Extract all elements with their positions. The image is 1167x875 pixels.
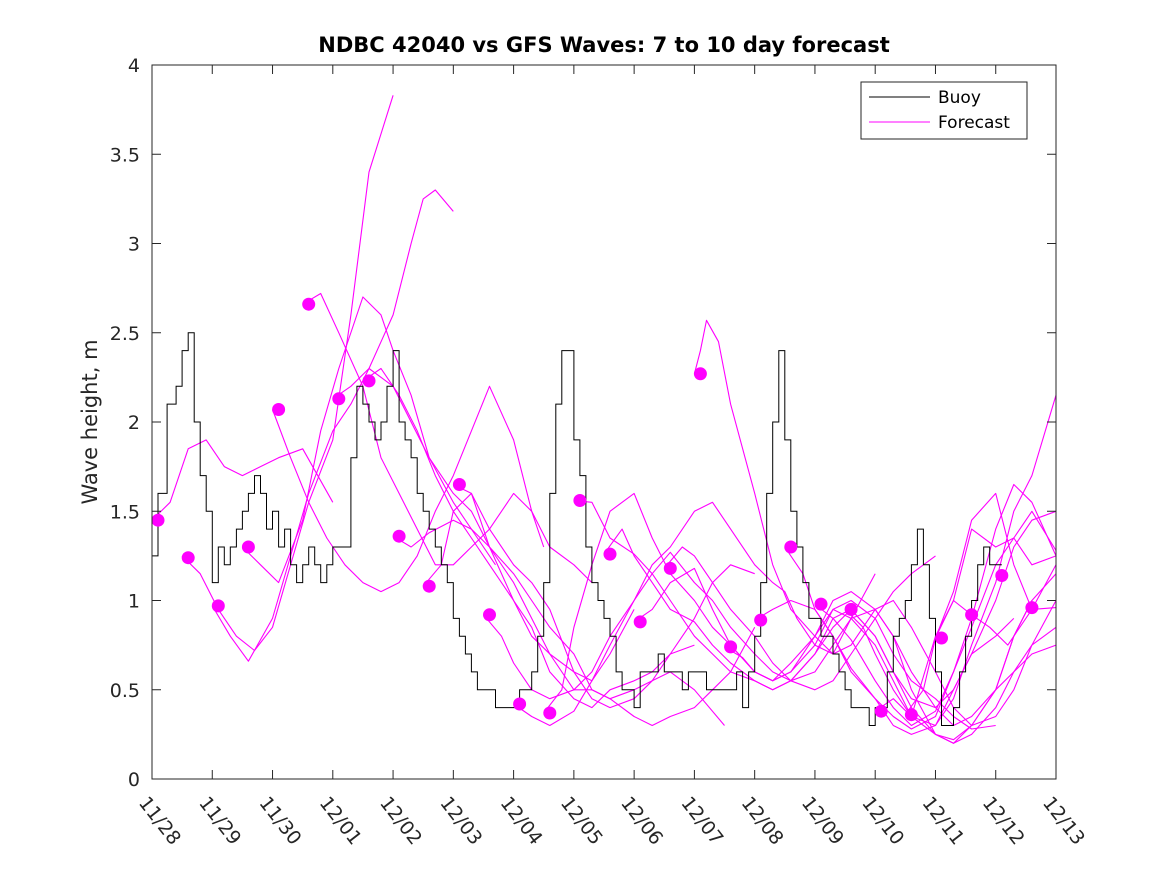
forecast-marker (724, 640, 738, 654)
y-tick-label: 0.5 (110, 680, 140, 702)
forecast-line-25 (874, 510, 1057, 718)
y-axis-label: Wave height, m (78, 339, 102, 504)
y-tick-label: 1.5 (110, 501, 140, 523)
forecast-marker (814, 597, 828, 611)
forecast-line-8 (362, 367, 695, 709)
forecast-marker (1025, 601, 1039, 615)
forecast-line-23 (814, 483, 1057, 727)
forecast-marker (874, 704, 888, 718)
forecast-marker (151, 513, 165, 527)
forecast-line-19 (693, 319, 1057, 727)
y-tick-label: 1 (128, 591, 140, 613)
forecast-marker (995, 569, 1009, 582)
plot-area (152, 65, 1056, 779)
forecast-marker (181, 551, 195, 565)
forecast-marker (422, 579, 436, 593)
y-tick-label: 4 (128, 55, 140, 77)
buoy-line (152, 332, 1002, 726)
forecast-marker (392, 529, 406, 543)
legend-forecast-label: Forecast (938, 113, 1010, 133)
forecast-line-13 (513, 551, 936, 727)
forecast-line-3 (211, 189, 454, 662)
forecast-line-18 (663, 546, 1057, 744)
forecast-marker (302, 297, 316, 311)
legend-box (860, 81, 1028, 140)
forecast-marker (693, 367, 707, 381)
chart-title: NDBC 42040 vs GFS Waves: 7 to 10 day for… (318, 33, 889, 57)
forecast-marker (211, 599, 225, 613)
forecast-marker (513, 697, 527, 711)
forecast-marker (965, 608, 979, 622)
forecast-line-12 (483, 501, 876, 700)
forecast-marker (362, 374, 376, 388)
forecast-marker (241, 540, 255, 554)
forecast-marker (603, 547, 617, 561)
forecast-marker-layer (151, 297, 1039, 722)
y-tick-label: 3.5 (110, 144, 140, 166)
forecast-line-20 (724, 591, 1057, 727)
forecast-line-16 (603, 528, 1033, 741)
forecast-marker (543, 706, 557, 720)
forecast-marker (483, 608, 496, 622)
y-axis: 0 0.5 1 1.5 2 2.5 3 3.5 4 (110, 55, 1056, 791)
forecast-marker (754, 613, 768, 627)
forecast-marker (935, 631, 948, 645)
forecast-line-1 (151, 439, 334, 521)
forecast-marker (663, 561, 677, 575)
forecast-line-4 (242, 296, 496, 584)
forecast-marker (452, 478, 466, 491)
forecast-marker (633, 615, 647, 629)
forecast-line-24 (844, 395, 1057, 727)
forecast-marker (904, 708, 918, 722)
legend-buoy-label: Buoy (938, 88, 981, 108)
y-tick-label: 2 (128, 412, 140, 434)
forecast-line-11 (453, 484, 756, 727)
series-layer (151, 95, 1057, 744)
forecast-line-9 (392, 519, 725, 726)
y-tick-label: 2.5 (110, 323, 140, 345)
forecast-line-26 (904, 492, 1057, 716)
forecast-line-10 (422, 492, 755, 709)
legend: Buoy Forecast (860, 81, 1028, 140)
forecast-marker (332, 392, 346, 406)
forecast-marker (573, 494, 587, 507)
forecast-marker (844, 602, 858, 616)
y-tick-label: 3 (128, 234, 140, 256)
forecast-marker (272, 403, 286, 416)
forecast-line-5 (271, 385, 545, 593)
forecast-marker (784, 540, 798, 554)
y-tick-label: 0 (128, 769, 140, 791)
forecast-line-7 (332, 367, 635, 682)
